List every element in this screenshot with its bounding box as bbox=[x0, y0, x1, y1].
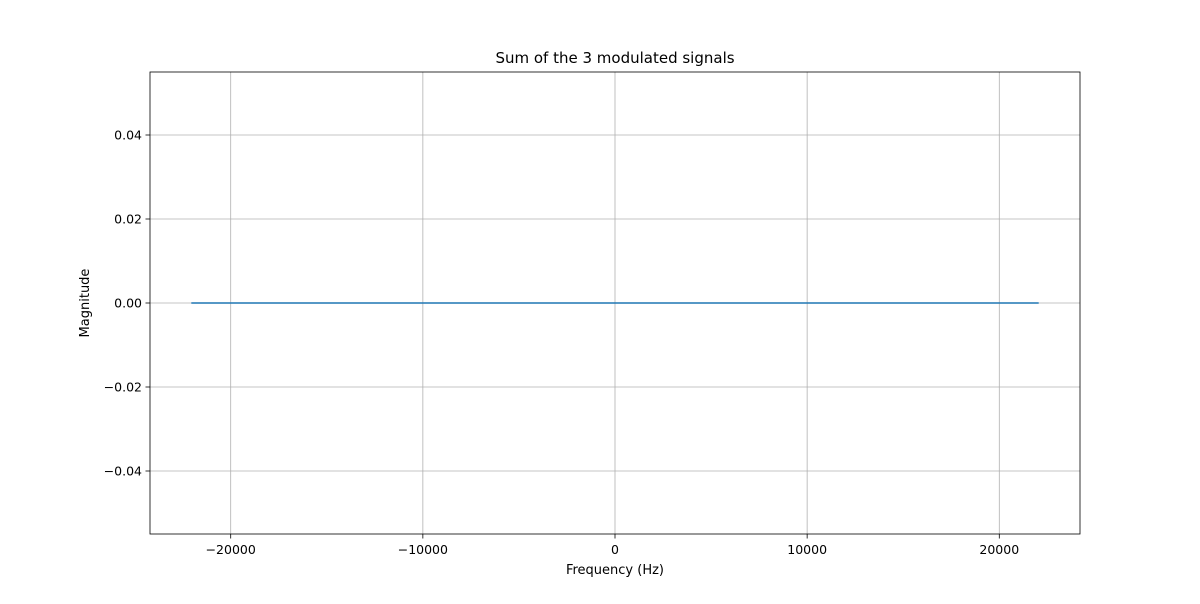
x-tick-label: 10000 bbox=[787, 542, 827, 557]
y-tick-label: −0.02 bbox=[104, 380, 142, 395]
y-axis-ticks: −0.04 −0.02 0.00 0.02 0.04 bbox=[104, 128, 150, 479]
x-axis-ticks: −20000 −10000 0 10000 20000 bbox=[206, 534, 1019, 557]
y-tick-label: 0.02 bbox=[114, 212, 142, 227]
x-axis-label: Frequency (Hz) bbox=[566, 563, 664, 578]
y-axis-label: Magnitude bbox=[78, 269, 93, 338]
chart-title: Sum of the 3 modulated signals bbox=[495, 49, 734, 67]
y-tick-label: 0.00 bbox=[114, 296, 142, 311]
x-tick-label: −10000 bbox=[398, 542, 448, 557]
x-tick-label: −20000 bbox=[206, 542, 256, 557]
x-tick-label: 20000 bbox=[979, 542, 1019, 557]
x-tick-label: 0 bbox=[611, 542, 619, 557]
y-tick-label: −0.04 bbox=[104, 464, 142, 479]
y-tick-label: 0.04 bbox=[114, 128, 142, 143]
